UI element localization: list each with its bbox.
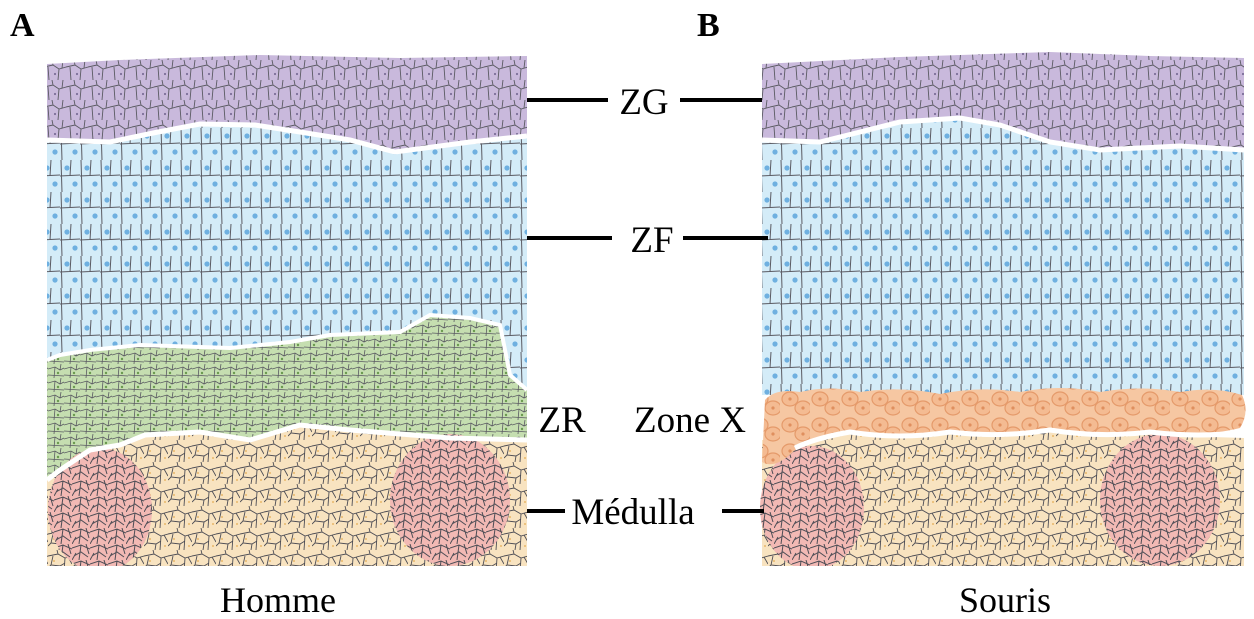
- panel-b-medulla-nodule-left: [760, 446, 864, 570]
- zr-label: ZR: [538, 400, 586, 441]
- panel-b-zonex-zone: [762, 388, 1246, 465]
- panel-a-zr-zone: [47, 315, 527, 480]
- panel-b-medulla-nodule-right: [1100, 434, 1220, 566]
- panel-b-letter: B: [697, 7, 720, 44]
- panel-a-zf-zone: [47, 124, 527, 390]
- zf-label: ZF: [630, 220, 673, 261]
- panel-b: [760, 52, 1246, 576]
- panel-b-zf-zone: [762, 118, 1244, 395]
- panel-b-caption: Souris: [959, 580, 1051, 619]
- panel-a-medulla-nodule-right: [390, 434, 510, 566]
- panel-a-letter: A: [10, 7, 35, 44]
- panel-a-medulla-nodule-left: [48, 448, 152, 572]
- medulla-label: Médulla: [571, 492, 694, 533]
- panel-a: [45, 55, 529, 576]
- zonex-label: Zone X: [634, 400, 746, 441]
- zg-label: ZG: [619, 82, 668, 123]
- panel-a-caption: Homme: [220, 580, 336, 619]
